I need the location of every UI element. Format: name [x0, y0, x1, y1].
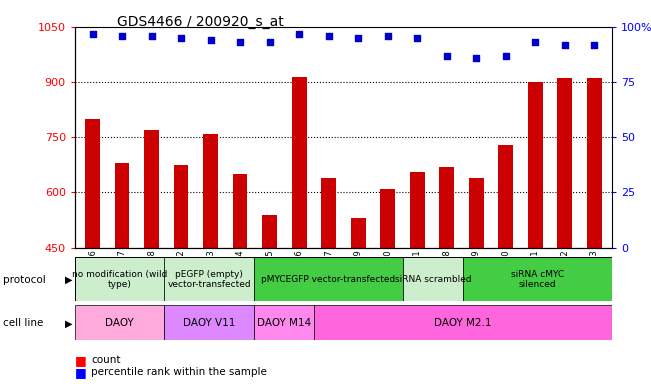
Text: pMYCEGFP vector-transfected: pMYCEGFP vector-transfected — [261, 275, 396, 284]
Text: DAOY M2.1: DAOY M2.1 — [434, 318, 492, 328]
Text: DAOY M14: DAOY M14 — [256, 318, 311, 328]
Bar — [85, 119, 100, 248]
Bar — [314, 305, 612, 340]
Text: count: count — [91, 355, 120, 365]
Bar — [254, 305, 314, 340]
Bar — [587, 78, 602, 248]
Bar — [439, 167, 454, 248]
Text: GDS4466 / 200920_s_at: GDS4466 / 200920_s_at — [117, 15, 284, 29]
Text: DAOY V11: DAOY V11 — [183, 318, 235, 328]
Bar — [164, 257, 254, 301]
Bar — [469, 178, 484, 248]
Bar — [115, 163, 130, 248]
Bar — [322, 178, 336, 248]
Point — [264, 39, 275, 45]
Text: siRNA scrambled: siRNA scrambled — [395, 275, 471, 284]
Text: siRNA cMYC
silenced: siRNA cMYC silenced — [511, 270, 564, 289]
Text: no modification (wild
type): no modification (wild type) — [72, 270, 167, 289]
Bar — [528, 82, 542, 248]
Text: protocol: protocol — [3, 275, 46, 285]
Bar — [498, 145, 513, 248]
Bar — [203, 134, 218, 248]
Point — [87, 30, 98, 36]
Point — [176, 35, 186, 41]
Point — [117, 33, 128, 39]
Point — [471, 55, 481, 61]
Bar — [145, 130, 159, 248]
Bar — [254, 257, 403, 301]
Text: percentile rank within the sample: percentile rank within the sample — [91, 367, 267, 377]
Bar — [262, 215, 277, 248]
Bar — [75, 257, 164, 301]
Bar — [380, 189, 395, 248]
Bar — [403, 257, 463, 301]
Bar — [409, 172, 424, 248]
Bar — [174, 165, 189, 248]
Bar — [292, 76, 307, 248]
Bar — [351, 218, 365, 248]
Bar — [463, 257, 612, 301]
Bar — [75, 305, 164, 340]
Text: ■: ■ — [75, 366, 87, 379]
Text: ■: ■ — [75, 354, 87, 367]
Point — [589, 41, 600, 48]
Point — [206, 37, 216, 43]
Text: cell line: cell line — [3, 318, 44, 328]
Bar — [233, 174, 247, 248]
Text: ▶: ▶ — [65, 318, 73, 328]
Point — [353, 35, 363, 41]
Point — [412, 35, 422, 41]
Point — [324, 33, 334, 39]
Point — [559, 41, 570, 48]
Point — [530, 39, 540, 45]
Point — [294, 30, 305, 36]
Bar — [557, 78, 572, 248]
Point — [235, 39, 245, 45]
Bar — [164, 305, 254, 340]
Point — [441, 53, 452, 59]
Point — [382, 33, 393, 39]
Text: DAOY: DAOY — [105, 318, 134, 328]
Text: pEGFP (empty)
vector-transfected: pEGFP (empty) vector-transfected — [167, 270, 251, 289]
Point — [501, 53, 511, 59]
Point — [146, 33, 157, 39]
Text: ▶: ▶ — [65, 275, 73, 285]
